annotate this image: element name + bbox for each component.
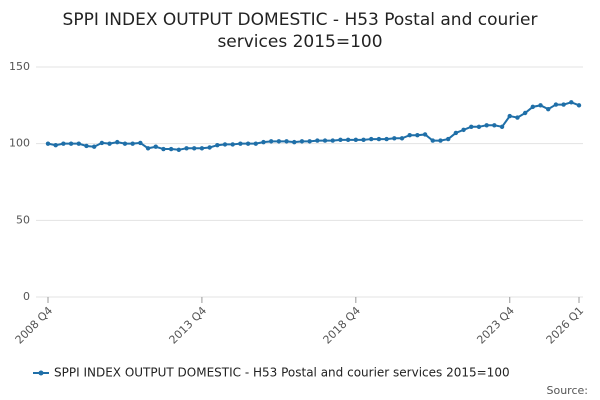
point (415, 133, 420, 138)
legend-marker (38, 370, 44, 376)
point (122, 141, 128, 146)
point (376, 136, 382, 142)
point (330, 138, 335, 143)
point (399, 136, 405, 141)
point (407, 133, 412, 138)
point (430, 138, 435, 143)
point (76, 141, 81, 146)
point (176, 147, 182, 152)
point (445, 136, 451, 142)
x-tick-label: 2026 Q1 (544, 304, 587, 347)
point (161, 146, 166, 152)
point (530, 104, 536, 110)
point (68, 141, 74, 146)
point (345, 137, 351, 143)
point (384, 136, 389, 142)
point (561, 102, 566, 107)
point (507, 113, 512, 119)
y-tick-label: 150 (9, 60, 30, 73)
point (322, 138, 328, 143)
x-tick-label: 2023 Q4 (474, 304, 517, 347)
point (299, 139, 305, 144)
point (215, 143, 220, 148)
point (292, 139, 297, 145)
point (238, 141, 243, 146)
y-tick-label: 100 (9, 137, 30, 150)
point (115, 139, 120, 145)
point (361, 137, 366, 143)
point (230, 142, 235, 147)
point (369, 136, 374, 142)
point (192, 146, 197, 151)
point (461, 127, 466, 133)
point (91, 144, 97, 149)
point (61, 141, 66, 146)
point (253, 141, 258, 146)
legend-label: SPPI INDEX OUTPUT DOMESTIC - H53 Postal … (54, 366, 510, 380)
point (546, 106, 551, 112)
point (338, 137, 343, 143)
point (207, 145, 212, 150)
point (538, 103, 543, 108)
point (53, 143, 58, 148)
chart-title: services 2015=100 (217, 32, 382, 52)
point (199, 146, 205, 151)
point (138, 140, 143, 146)
x-tick-label: 2008 Q4 (13, 304, 56, 347)
x-tick-label: 2018 Q4 (321, 304, 364, 347)
point (284, 139, 289, 144)
point (184, 146, 189, 151)
point (476, 124, 482, 129)
point (168, 146, 174, 152)
point (268, 139, 274, 144)
line (47, 101, 580, 151)
point (45, 141, 51, 146)
point (245, 141, 251, 146)
point (107, 141, 112, 146)
chart-title: SPPI INDEX OUTPUT DOMESTIC - H53 Postal … (63, 10, 538, 30)
point (315, 138, 320, 143)
point (492, 123, 497, 128)
point (453, 130, 459, 136)
point (222, 142, 228, 147)
point (469, 124, 474, 129)
point (522, 110, 528, 116)
point (276, 139, 282, 144)
point (569, 100, 574, 105)
point (99, 140, 105, 146)
point (576, 103, 582, 108)
x-tick-label: 2013 Q4 (167, 304, 210, 347)
point (392, 136, 397, 141)
point (553, 102, 559, 107)
point (84, 143, 89, 149)
source-label: Source: (547, 384, 589, 397)
point (484, 123, 489, 128)
point (353, 137, 359, 143)
point (515, 115, 520, 120)
point (422, 132, 428, 137)
y-tick-label: 0 (23, 290, 30, 303)
point (438, 138, 443, 143)
point (145, 146, 151, 151)
y-tick-label: 50 (16, 213, 30, 226)
point (153, 144, 158, 149)
point (261, 139, 266, 145)
point (499, 124, 505, 129)
point (307, 139, 312, 144)
point (130, 141, 135, 146)
